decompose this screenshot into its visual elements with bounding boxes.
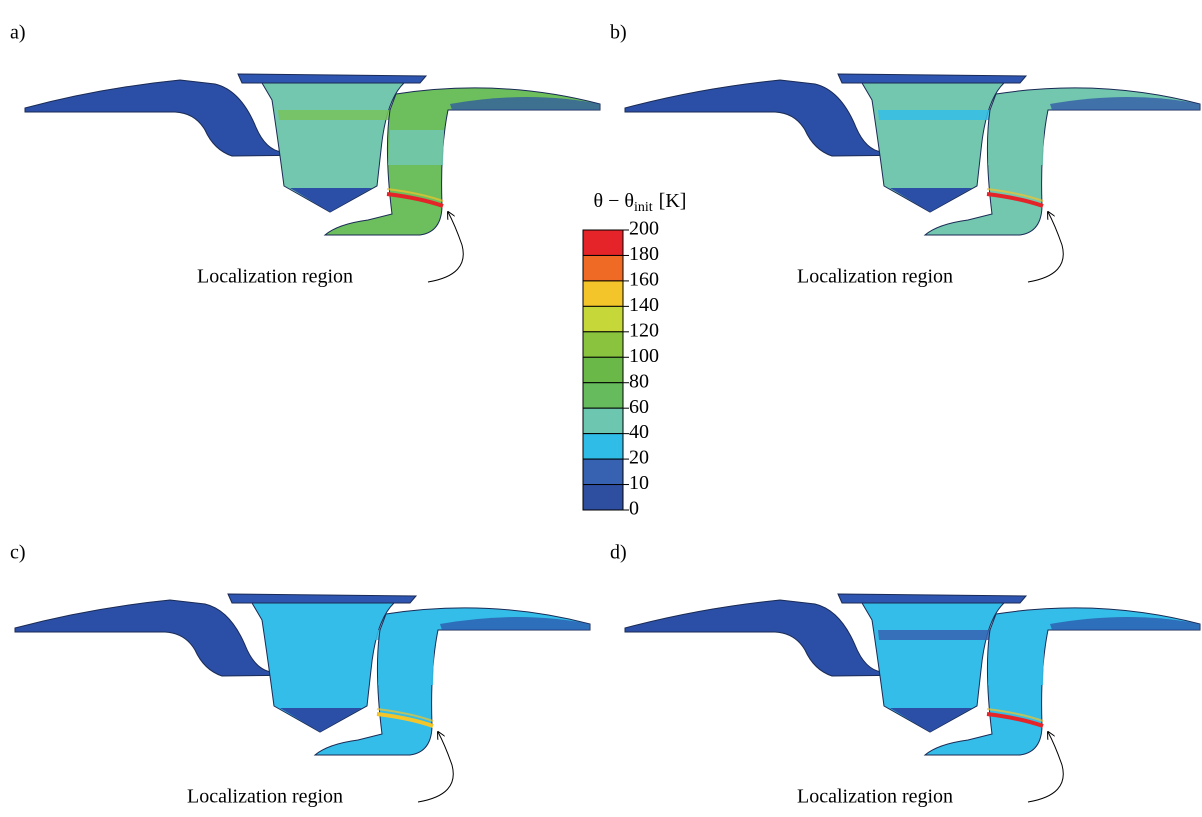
left-flange [624,599,926,677]
colorbar-segment [582,407,624,435]
left-flange [24,79,326,157]
localization-stripe [986,712,1044,728]
colorbar-tick-label: 160 [629,269,659,291]
panel: a) Localization region [10,22,601,288]
colorbar-segment [582,382,624,409]
annotation-arrow [427,212,464,283]
panel-label: c) [10,542,26,564]
cup-bottom [290,188,372,212]
localization-stripe [386,192,444,208]
panel-label: d) [610,542,627,564]
cup-bottom [890,188,972,212]
panel-label: b) [610,22,627,44]
annotation-arrow [1027,212,1064,283]
colorbar-tick-label: 200 [629,218,659,240]
colorbar-segment [582,254,624,282]
right-band [378,650,434,685]
panel: c) Localization region [10,542,591,808]
colorbar-segment [582,484,624,511]
colorbar-tick-label: 140 [629,294,659,316]
colorbar-segment [582,356,624,384]
annotation: Localization region [187,786,343,808]
localization-glow [376,708,434,722]
localization-glow [386,188,444,202]
colorbar-tick-label: 10 [629,472,649,494]
colorbar-segment [582,458,624,486]
panel: d) Localization region [610,542,1201,808]
cup-band [268,630,384,640]
colorbar-tick-label: 100 [629,345,659,367]
cup-band [278,110,394,120]
colorbar-tick-label: 60 [629,396,649,418]
localization-stripe [376,712,434,728]
colorbar-segment [582,331,624,358]
cup-bottom [890,708,972,732]
left-flange [624,79,926,157]
localization-glow [986,188,1044,202]
annotation: Localization region [197,266,353,288]
right-band [388,130,444,165]
colorbar-tick-label: 80 [629,370,649,392]
right-flange-top [1050,97,1200,110]
panel-label: a) [10,22,26,44]
colorbar-tick-label: 40 [629,421,649,443]
top-plate [837,73,1028,84]
top-plate [237,73,428,84]
right-flange-top [440,617,590,630]
left-flange [14,599,316,677]
right-band [988,650,1044,685]
cup-band [878,630,994,640]
right-flange-top [450,97,600,110]
cup-band [878,110,994,120]
colorbar-title: θ − θinit [K] [594,190,687,216]
annotation: Localization region [797,266,953,288]
colorbar-tick-label: 20 [629,447,649,469]
right-flange-top [1050,617,1200,630]
colorbar-segment [582,280,624,307]
top-plate [837,593,1028,604]
colorbar: θ − θinit [K] 200180160140120100806040201… [582,190,687,520]
colorbar-segment [582,433,624,460]
colorbar-tick-label: 0 [629,498,639,520]
localization-stripe [986,192,1044,208]
annotation-arrow [417,732,454,803]
panel: b) Localization region [610,22,1201,288]
annotation: Localization region [797,786,953,808]
colorbar-tick-label: 120 [629,319,659,341]
top-plate [227,593,418,604]
colorbar-segment [582,229,624,256]
cup-bottom [280,708,362,732]
colorbar-segment [582,305,624,333]
colorbar-tick-label: 180 [629,243,659,265]
localization-glow [986,708,1044,722]
right-band [988,130,1044,165]
annotation-arrow [1027,732,1064,803]
